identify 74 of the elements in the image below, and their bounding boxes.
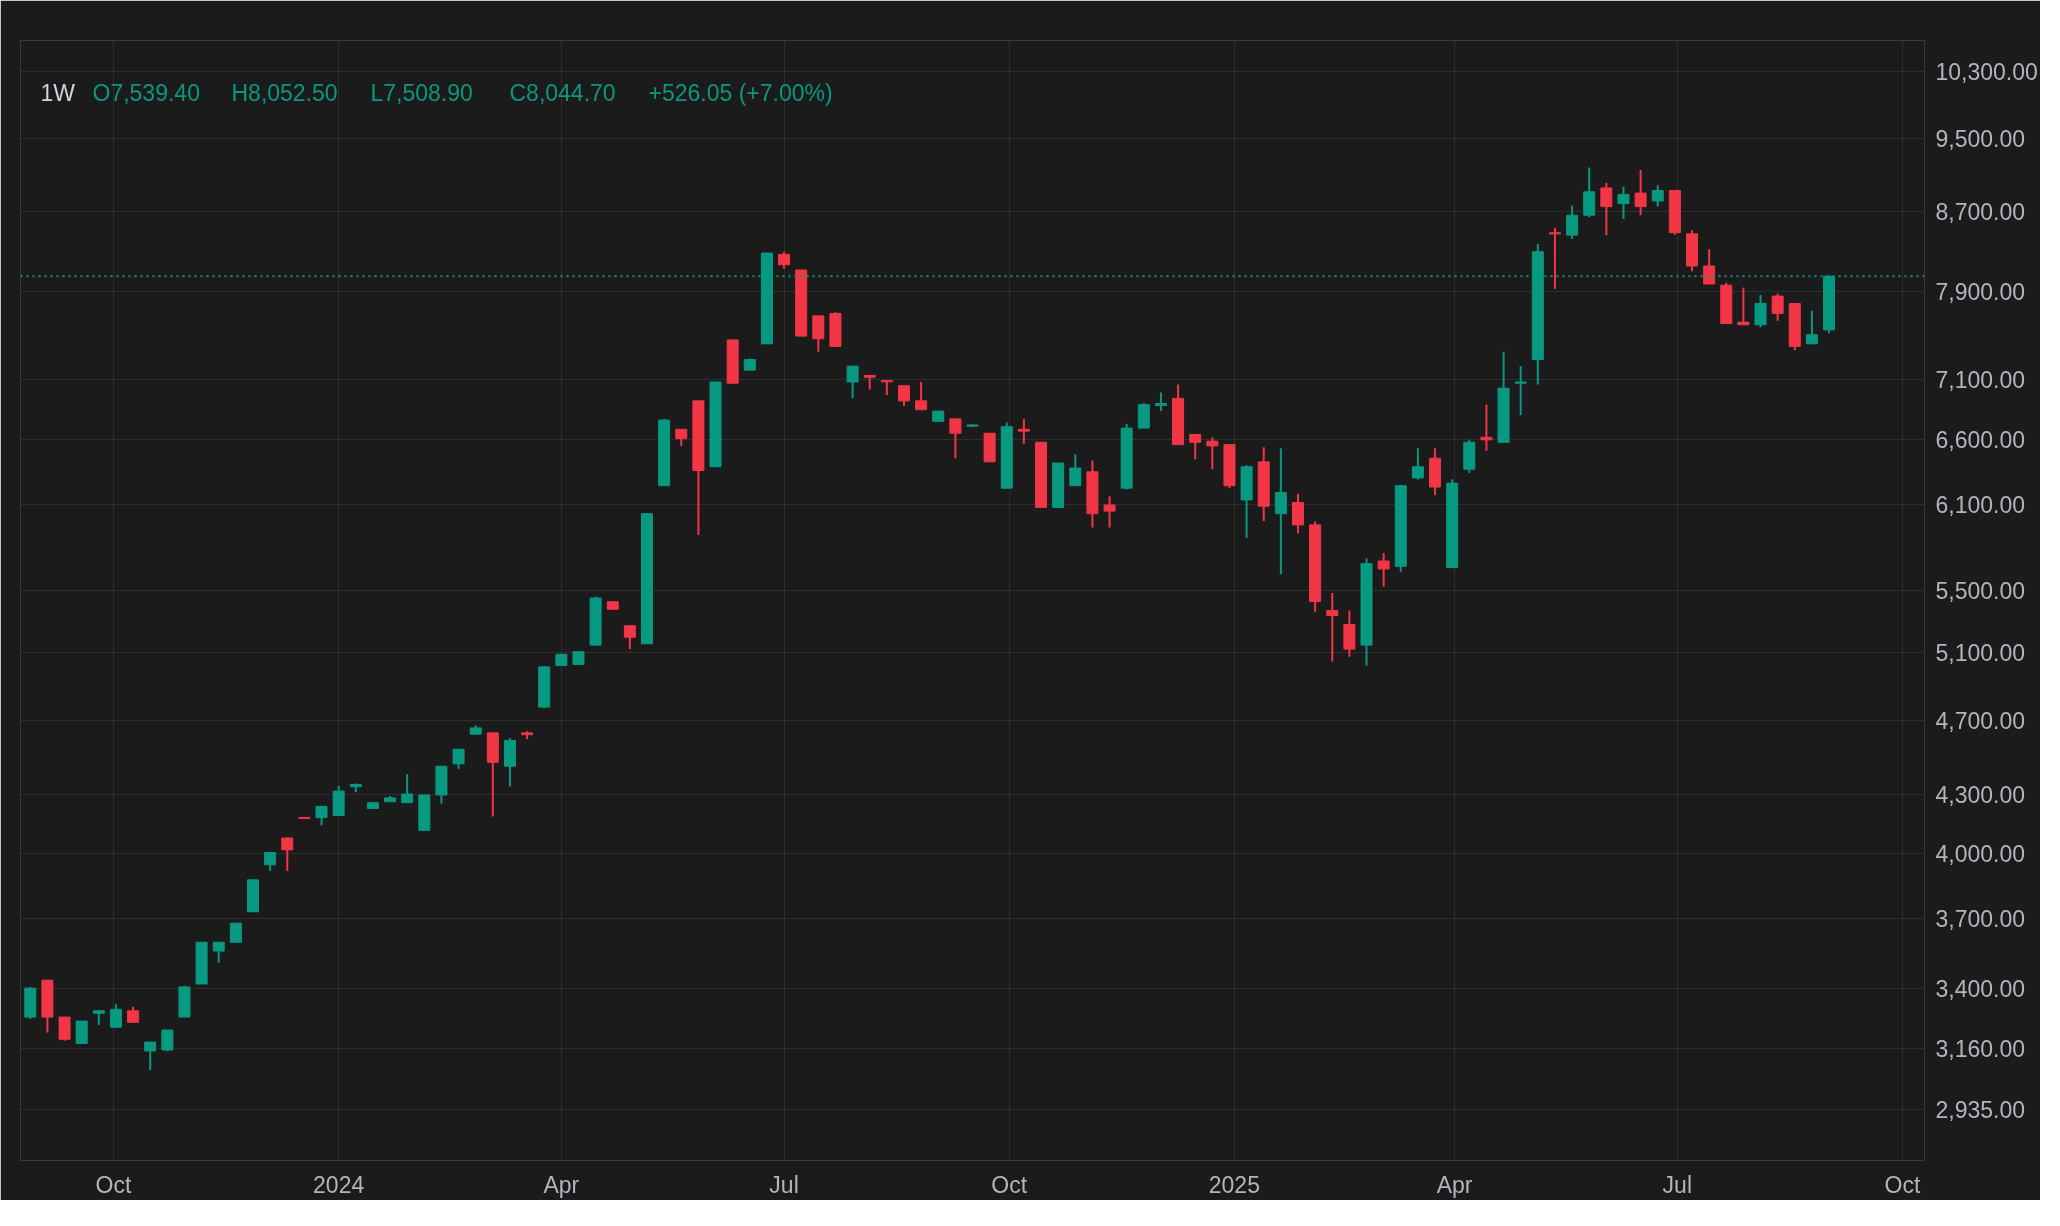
x-tick-label: Jul — [769, 1171, 799, 1198]
candlestick — [1377, 552, 1390, 588]
annotation: H8,052.50 — [231, 79, 338, 106]
candlestick — [401, 773, 414, 804]
candlestick — [812, 314, 825, 353]
x-tick-label: Oct — [1884, 1171, 1921, 1198]
y-tick-label: 4,300.00 — [1935, 781, 2026, 808]
y-tick-label: 10,300.00 — [1935, 59, 2038, 86]
candlestick — [1634, 169, 1647, 217]
candlestick — [1617, 185, 1630, 220]
y-tick-label: 6,600.00 — [1935, 427, 2026, 454]
candlestick — [897, 384, 910, 407]
x-tick-label: Apr — [1436, 1171, 1473, 1198]
candlestick — [1017, 417, 1030, 445]
y-tick-label: 3,700.00 — [1935, 905, 2026, 932]
candlestick — [144, 1041, 157, 1072]
candlestick — [1805, 309, 1818, 345]
candlestick — [58, 1016, 71, 1042]
annotation: O7,539.40 — [92, 79, 200, 106]
candlestick — [75, 1020, 88, 1044]
candlestick — [949, 417, 962, 460]
candlestick — [1514, 365, 1527, 417]
x-tick-label: Apr — [543, 1171, 580, 1198]
candlestick — [1274, 447, 1287, 576]
candlestick — [109, 1003, 122, 1029]
y-tick-label: 3,160.00 — [1935, 1036, 2026, 1063]
candlestick — [1754, 293, 1767, 329]
annotation: L7,508.90 — [370, 79, 473, 106]
y-tick-label: 8,700.00 — [1935, 199, 2026, 226]
candlestick — [846, 365, 859, 400]
candlestick — [1600, 181, 1613, 237]
candlestick — [1069, 453, 1082, 487]
candlestick — [1206, 436, 1219, 471]
candlestick — [880, 379, 893, 397]
text: 1W — [40, 79, 76, 106]
x-tick-label: Oct — [991, 1171, 1028, 1198]
candlestick — [281, 836, 294, 872]
y-tick-label: 4,000.00 — [1935, 841, 2026, 868]
candlestick — [229, 922, 242, 944]
candlestick — [1737, 286, 1750, 326]
annotation: C8,044.70 — [509, 79, 616, 106]
y-tick-label: 4,700.00 — [1935, 708, 2026, 734]
candlestick — [212, 941, 225, 964]
annotation: +526.05 (+7.00%) — [648, 79, 833, 106]
candlestick — [264, 851, 277, 872]
candlestick — [1566, 204, 1579, 241]
candlestick — [1137, 402, 1150, 430]
candlestick — [1703, 248, 1716, 285]
candlestick — [1154, 391, 1167, 412]
y-tick-label: 6,100.00 — [1935, 492, 2026, 519]
y-tick-label: 9,500.00 — [1935, 126, 2026, 153]
y-tick-label: 3,400.00 — [1935, 975, 2026, 1002]
candlestick — [1326, 591, 1339, 663]
x-tick-label: Jul — [1662, 1171, 1693, 1198]
candlestick — [1189, 433, 1202, 461]
y-tick-label: 5,100.00 — [1935, 640, 2026, 667]
candlestick — [452, 748, 465, 770]
x-tick-label: 2024 — [313, 1171, 365, 1198]
candlestick — [1291, 492, 1304, 535]
candlestick — [1771, 292, 1784, 322]
y-tick-label: 7,100.00 — [1935, 367, 2026, 394]
candlestick — [915, 380, 928, 411]
candlestick — [1103, 495, 1116, 529]
candlestick — [1411, 447, 1424, 481]
candlestick — [1583, 166, 1596, 219]
candlestick — [623, 624, 636, 651]
candlestick — [1548, 226, 1561, 290]
y-tick-label: 5,500.00 — [1935, 578, 2026, 605]
y-tick-label: 7,900.00 — [1935, 278, 2026, 305]
candlestick — [1651, 184, 1664, 208]
x-tick-label: Oct — [95, 1171, 132, 1198]
y-tick-label: 2,935.00 — [1935, 1097, 2026, 1124]
x-tick-label: 2025 — [1208, 1171, 1260, 1198]
candlestick — [1480, 403, 1493, 452]
